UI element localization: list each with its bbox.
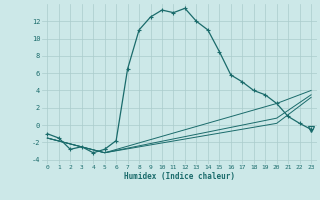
X-axis label: Humidex (Indice chaleur): Humidex (Indice chaleur) (124, 172, 235, 181)
